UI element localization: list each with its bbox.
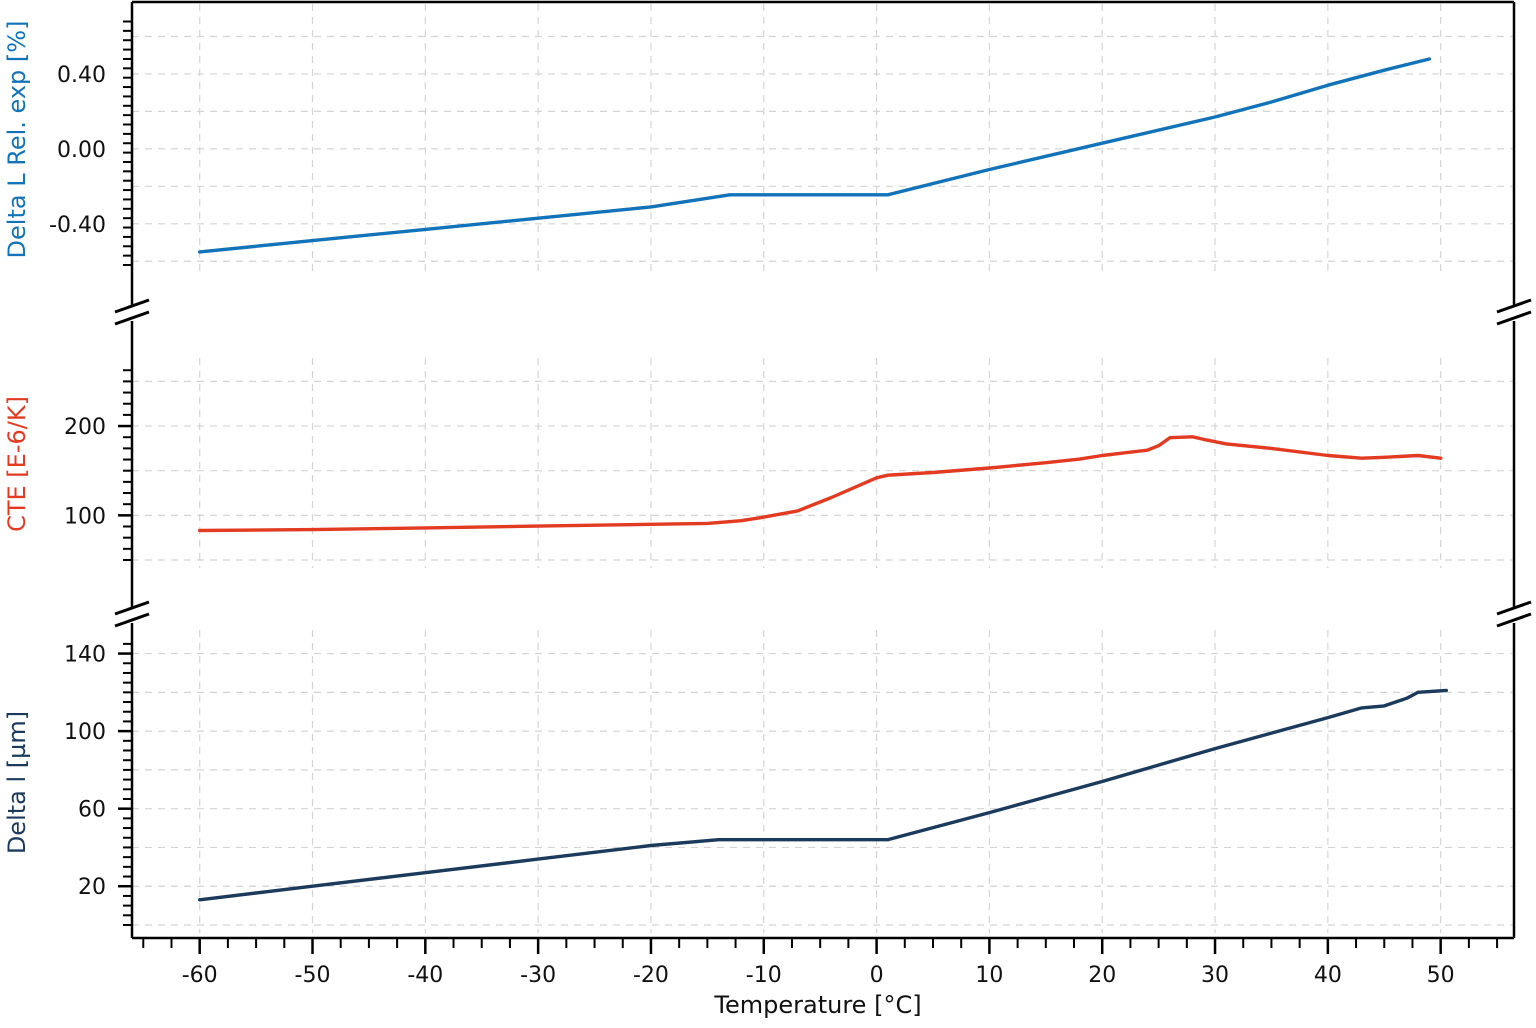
axis-break-mark bbox=[114, 600, 150, 616]
y-tick-label: 20 bbox=[78, 875, 106, 900]
x-tick-label: 0 bbox=[870, 963, 884, 988]
y-axis-title: Delta L Rel. exp [%] bbox=[3, 21, 31, 259]
x-tick-label: -60 bbox=[182, 963, 218, 988]
y-tick-label: 0.00 bbox=[57, 138, 106, 163]
y-tick-label: 100 bbox=[64, 504, 106, 529]
x-tick-label: 20 bbox=[1088, 963, 1116, 988]
series-line bbox=[197, 435, 1443, 533]
axis-break-mark bbox=[114, 310, 150, 326]
y-tick-label: 200 bbox=[64, 415, 106, 440]
y-tick-label: 60 bbox=[78, 798, 106, 823]
x-tick-label: -50 bbox=[295, 963, 331, 988]
axis-break-mark bbox=[1496, 600, 1532, 616]
y-tick-label: 140 bbox=[64, 643, 106, 668]
axis-break-mark bbox=[1496, 298, 1532, 314]
axis-break-mark bbox=[114, 612, 150, 628]
x-tick-label: 10 bbox=[975, 963, 1003, 988]
x-tick-label: -40 bbox=[407, 963, 443, 988]
x-axis-title: Temperature [°C] bbox=[713, 991, 921, 1019]
x-tick-label: 40 bbox=[1314, 963, 1342, 988]
y-tick-label: -0.40 bbox=[49, 213, 106, 238]
x-tick-label: -10 bbox=[746, 963, 782, 988]
series-line bbox=[197, 57, 1432, 254]
series-line bbox=[197, 688, 1449, 902]
x-tick-label: -20 bbox=[633, 963, 669, 988]
y-tick-label: 100 bbox=[64, 720, 106, 745]
x-tick-label: 50 bbox=[1427, 963, 1455, 988]
axis-break-mark bbox=[114, 298, 150, 314]
panel-3: 20 60 100 140 Delta l [µm] bbox=[3, 643, 1514, 926]
panel-2: 100 200 CTE [E-6/K] bbox=[3, 369, 1514, 561]
axis-break-mark bbox=[1496, 310, 1532, 326]
panel-1: -0.40 0.00 0.40 Delta L Rel. exp [%] bbox=[3, 20, 1514, 266]
axis-break-mark bbox=[1496, 612, 1532, 628]
x-tick-label: -30 bbox=[520, 963, 556, 988]
y-axis-title: CTE [E-6/K] bbox=[3, 396, 31, 532]
y-axis-title: Delta l [µm] bbox=[3, 711, 31, 854]
x-tick-label: 30 bbox=[1201, 963, 1229, 988]
y-tick-label: 0.40 bbox=[57, 63, 106, 88]
